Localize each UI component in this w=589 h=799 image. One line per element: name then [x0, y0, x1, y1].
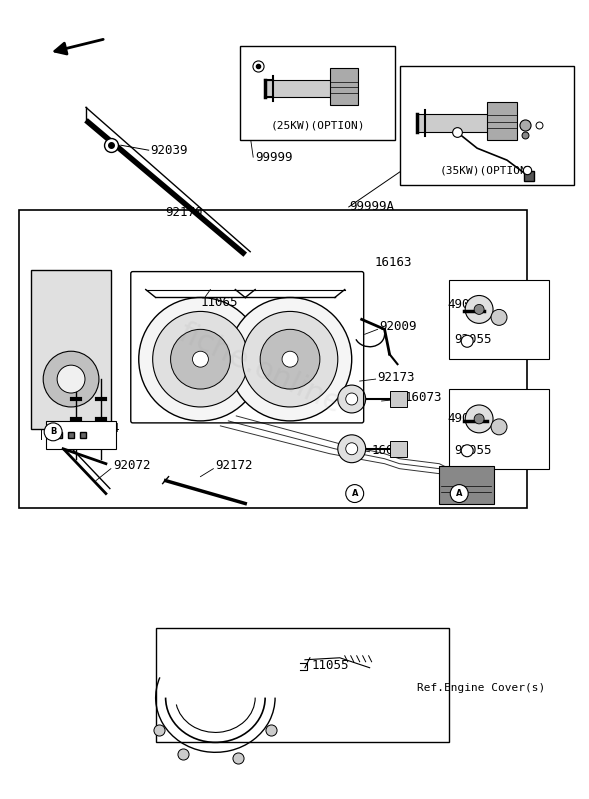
- Bar: [487, 102, 517, 141]
- Text: 16073: 16073: [372, 444, 409, 457]
- Text: 92009: 92009: [379, 320, 417, 333]
- Circle shape: [43, 352, 99, 407]
- Text: 49033: 49033: [447, 412, 485, 425]
- Bar: [399, 66, 574, 185]
- Bar: [31, 269, 111, 429]
- Text: 99999A: 99999A: [350, 201, 395, 213]
- Bar: [240, 46, 395, 141]
- Text: 16163: 16163: [375, 256, 412, 269]
- Circle shape: [346, 443, 358, 455]
- Circle shape: [465, 296, 493, 324]
- Text: 92055: 92055: [454, 444, 492, 457]
- Text: (35KW)(OPTION): (35KW)(OPTION): [439, 165, 534, 175]
- Text: fiche.online: fiche.online: [174, 319, 346, 419]
- Bar: [439, 466, 494, 503]
- Text: 92170: 92170: [166, 206, 203, 220]
- Circle shape: [338, 385, 366, 413]
- Bar: [330, 68, 358, 105]
- Circle shape: [153, 312, 248, 407]
- Circle shape: [171, 329, 230, 389]
- Text: B: B: [50, 427, 57, 436]
- Circle shape: [474, 304, 484, 314]
- Circle shape: [461, 336, 473, 348]
- Text: A: A: [352, 489, 358, 498]
- Text: 92055: 92055: [454, 333, 492, 346]
- Bar: [19, 210, 527, 508]
- Bar: [46, 421, 116, 449]
- Circle shape: [450, 485, 468, 503]
- Circle shape: [139, 297, 262, 421]
- Text: 92172: 92172: [216, 459, 253, 472]
- Text: 11065: 11065: [200, 296, 238, 309]
- Circle shape: [44, 423, 62, 441]
- Text: 92072: 92072: [46, 384, 84, 398]
- Text: A: A: [456, 489, 462, 498]
- Text: 11055: 11055: [312, 659, 349, 672]
- Circle shape: [346, 485, 363, 503]
- Circle shape: [338, 435, 366, 463]
- Text: 92039: 92039: [151, 144, 188, 157]
- Text: 92072: 92072: [113, 459, 150, 472]
- Bar: [449, 280, 549, 360]
- Circle shape: [193, 352, 209, 368]
- Bar: [418, 114, 497, 133]
- Bar: [389, 441, 408, 457]
- Text: 49033: 49033: [447, 298, 485, 311]
- Bar: [155, 628, 449, 742]
- Circle shape: [282, 352, 298, 368]
- Text: (25KW)(OPTION): (25KW)(OPTION): [270, 121, 365, 130]
- Text: 92173: 92173: [378, 371, 415, 384]
- Circle shape: [491, 419, 507, 435]
- Text: Ref.Engine Cover(s): Ref.Engine Cover(s): [418, 682, 545, 693]
- Circle shape: [461, 445, 473, 457]
- Circle shape: [465, 405, 493, 433]
- Bar: [449, 389, 549, 469]
- Circle shape: [57, 365, 85, 393]
- Bar: [389, 391, 408, 407]
- Circle shape: [242, 312, 338, 407]
- Circle shape: [491, 309, 507, 325]
- Circle shape: [346, 393, 358, 405]
- Text: 16073: 16073: [405, 391, 442, 403]
- Circle shape: [260, 329, 320, 389]
- Circle shape: [474, 414, 484, 424]
- Text: 16014: 16014: [83, 423, 121, 435]
- Bar: [265, 80, 340, 97]
- Circle shape: [229, 297, 352, 421]
- Text: 99999: 99999: [255, 151, 293, 164]
